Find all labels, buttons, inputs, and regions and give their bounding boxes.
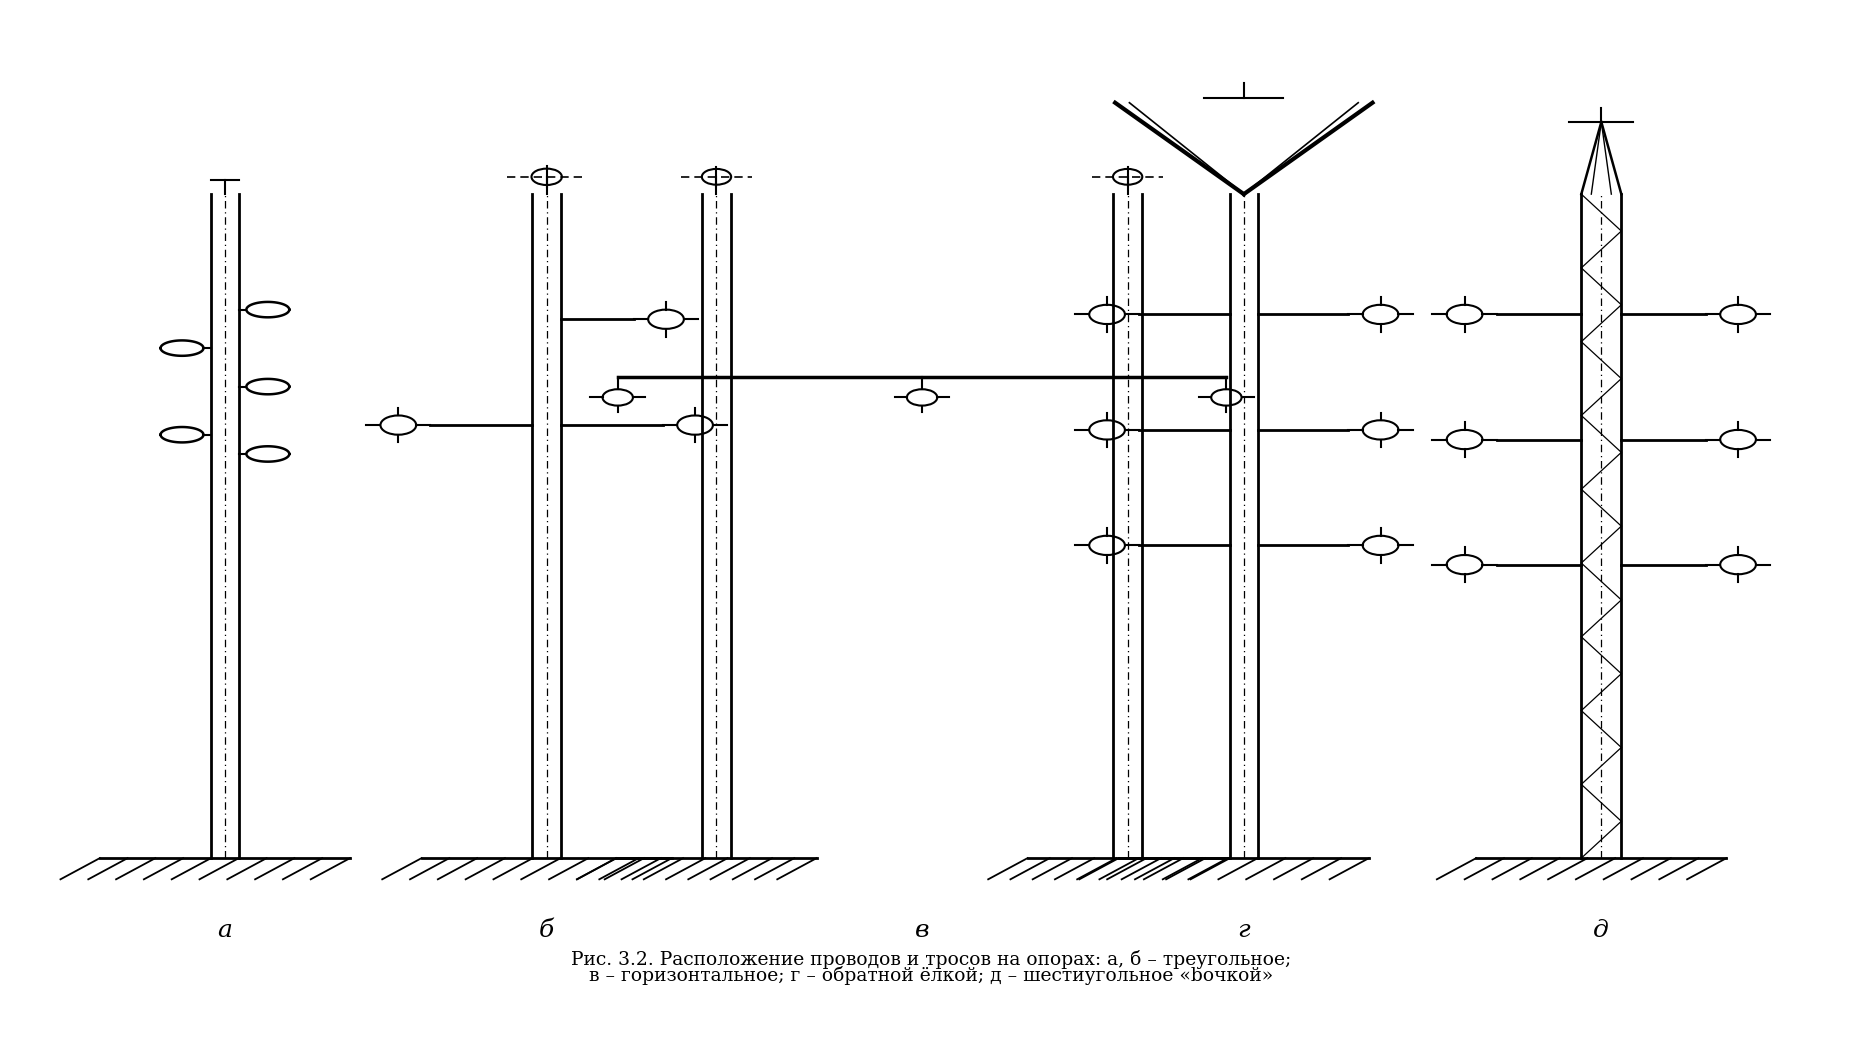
Text: б: б	[540, 918, 555, 941]
Text: а: а	[218, 918, 233, 941]
Text: Рис. 3.2. Расположение проводов и тросов на опорах: а, б – треугольное;: Рис. 3.2. Расположение проводов и тросов…	[572, 950, 1290, 969]
Text: д: д	[1594, 918, 1609, 941]
Text: в – горизонтальное; г – обратной ёлкой; д – шестиугольное «bочкой»: в – горизонтальное; г – обратной ёлкой; …	[588, 967, 1274, 985]
Text: г: г	[1238, 918, 1249, 941]
Text: в: в	[914, 918, 929, 941]
